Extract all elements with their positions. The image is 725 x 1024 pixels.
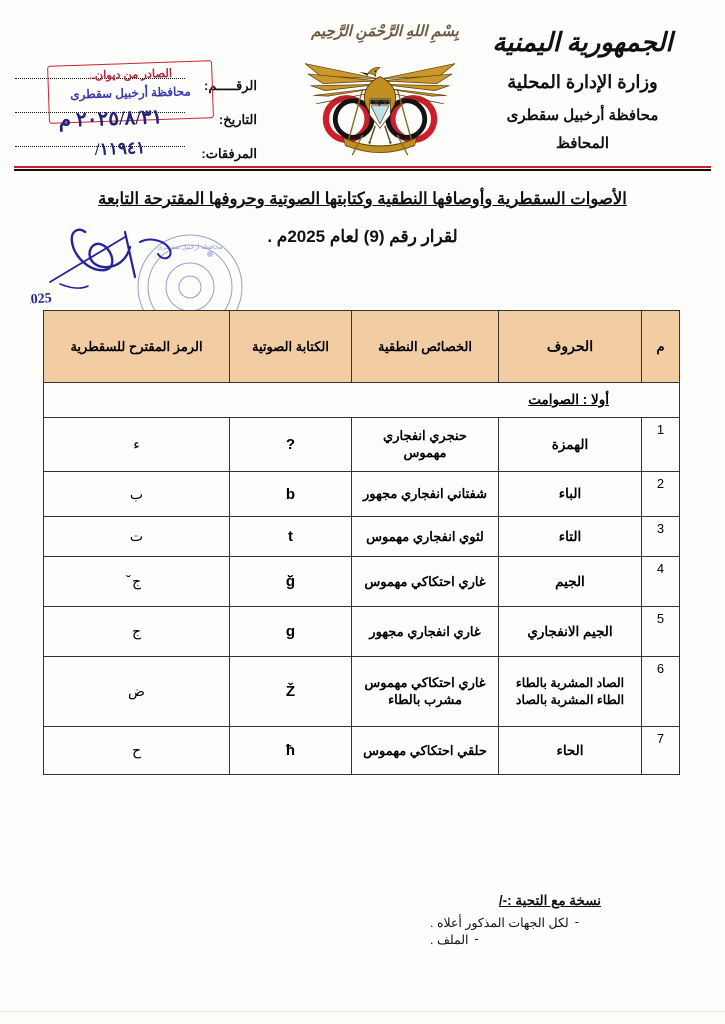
svg-text:21/8/2025: 21/8/2025 (30, 291, 52, 307)
